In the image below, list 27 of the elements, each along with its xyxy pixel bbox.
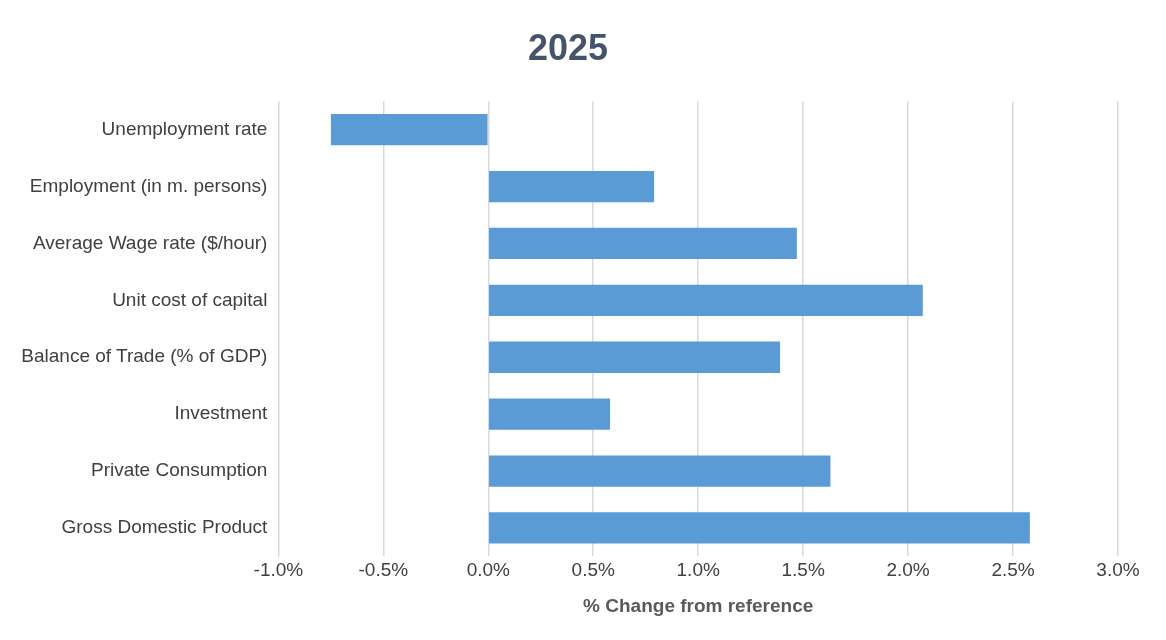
x-tick-label: 1.0% <box>676 559 720 581</box>
bar <box>489 284 923 316</box>
bar <box>489 455 831 487</box>
y-tick-label: Average Wage rate ($/hour) <box>32 231 268 253</box>
bar <box>489 227 797 260</box>
y-tick-label: Private Consumption <box>91 459 268 481</box>
y-tick-label: Gross Domestic Product <box>61 516 269 538</box>
x-tick-label: -0.5% <box>358 559 409 581</box>
y-tick-label: Investment <box>174 402 269 424</box>
x-tick-label: 2.5% <box>991 559 1035 581</box>
bar <box>489 512 1030 544</box>
chart-title: 2025 <box>527 26 609 68</box>
x-axis-title: % Change from reference <box>583 594 814 616</box>
x-tick-label: -1.0% <box>253 559 304 581</box>
x-tick-label: 3.0% <box>1096 559 1140 581</box>
y-tick-label: Unemployment rate <box>101 117 268 139</box>
y-tick-label: Unit cost of capital <box>112 288 268 310</box>
bar <box>489 170 655 203</box>
y-tick-label: Balance of Trade (% of GDP) <box>21 345 268 367</box>
bar <box>489 341 781 373</box>
y-tick-label: Employment (in m. persons) <box>29 174 268 196</box>
x-tick-label: 2.0% <box>886 559 930 581</box>
x-tick-label: 0.0% <box>466 559 511 581</box>
bar <box>489 398 611 430</box>
x-tick-label: 1.5% <box>781 559 825 581</box>
bar <box>330 114 488 146</box>
x-tick-label: 0.5% <box>571 559 615 581</box>
